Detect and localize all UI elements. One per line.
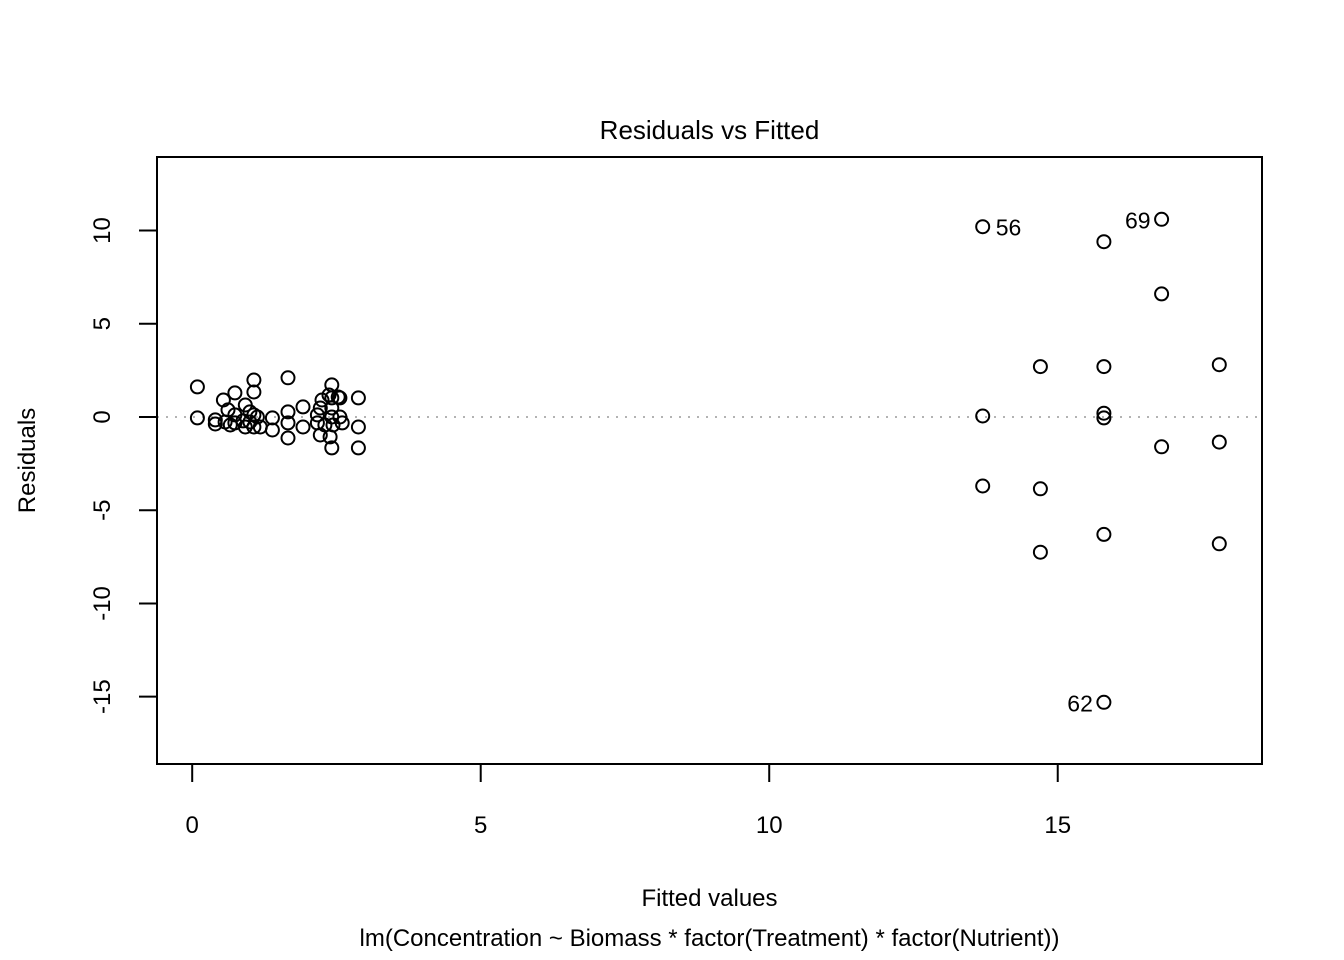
- data-point: [1096, 526, 1112, 542]
- data-point: [189, 379, 205, 395]
- data-point: [227, 385, 243, 401]
- data-point: [350, 419, 366, 435]
- y-axis-title: Residuals: [14, 408, 41, 513]
- data-point: [322, 429, 338, 445]
- data-point: [350, 390, 366, 406]
- data-point: [237, 419, 253, 435]
- y-tick-label: 5: [89, 317, 116, 330]
- y-tick-label: 0: [89, 410, 116, 423]
- data-point: [1211, 536, 1227, 552]
- x-tick-label: 15: [1044, 812, 1071, 839]
- x-tick-label: 10: [756, 812, 783, 839]
- data-point: [207, 416, 223, 432]
- data-point: [1211, 357, 1227, 373]
- data-point: [975, 408, 991, 424]
- data-point: [1032, 481, 1048, 497]
- data-point: [280, 415, 296, 431]
- data-point: [324, 440, 340, 456]
- data-point: [249, 409, 265, 425]
- data-point: [280, 404, 296, 420]
- data-point: [1032, 544, 1048, 560]
- data-point: [975, 478, 991, 494]
- data-point: [332, 390, 348, 406]
- y-tick-label: -10: [89, 586, 116, 621]
- plot-frame: [156, 156, 1263, 765]
- data-point: [312, 427, 328, 443]
- data-point: [1211, 434, 1227, 450]
- data-point: [295, 419, 311, 435]
- outlier-label-62: 62: [1067, 690, 1093, 716]
- data-points: [189, 211, 1227, 710]
- point-labels: 56 69 62: [996, 207, 1151, 716]
- data-point: [1096, 234, 1112, 250]
- x-axis-ticks: 0 5 10 15: [186, 764, 1071, 839]
- data-point: [246, 384, 262, 400]
- data-point: [207, 412, 223, 428]
- x-axis-title: Fitted values: [641, 885, 777, 912]
- data-point: [324, 390, 340, 406]
- data-point: [324, 400, 340, 416]
- y-tick-label: 10: [89, 217, 116, 244]
- y-axis-ticks: -15 -10 -5 0 5 10: [89, 217, 157, 714]
- data-point: [334, 415, 350, 431]
- data-point: [312, 400, 328, 416]
- data-point-outlier: [1096, 694, 1112, 710]
- y-tick-label: -15: [89, 679, 116, 714]
- y-tick-label: -5: [89, 500, 116, 521]
- outlier-label-56: 56: [996, 215, 1022, 241]
- data-point: [309, 407, 325, 423]
- data-point-outlier: [1154, 211, 1170, 227]
- data-point: [1154, 439, 1170, 455]
- data-point: [295, 399, 311, 415]
- data-point: [280, 430, 296, 446]
- data-point: [1032, 359, 1048, 375]
- data-point-outlier: [975, 219, 991, 235]
- chart-title: Residuals vs Fitted: [600, 115, 820, 145]
- data-point: [1096, 405, 1112, 421]
- data-point: [280, 370, 296, 386]
- plot-box: [156, 156, 1263, 765]
- model-call-subtitle: lm(Concentration ~ Biomass * factor(Trea…: [360, 925, 1060, 952]
- data-point: [1096, 410, 1112, 426]
- data-point: [264, 410, 280, 426]
- data-point: [246, 419, 262, 435]
- data-point: [350, 440, 366, 456]
- data-point: [189, 410, 205, 426]
- data-point: [1154, 286, 1170, 302]
- x-tick-label: 5: [474, 812, 487, 839]
- x-tick-label: 0: [186, 812, 199, 839]
- data-point: [264, 422, 280, 438]
- data-point: [1096, 359, 1112, 375]
- outlier-label-69: 69: [1125, 207, 1151, 233]
- data-point: [325, 417, 341, 433]
- data-point: [242, 404, 258, 420]
